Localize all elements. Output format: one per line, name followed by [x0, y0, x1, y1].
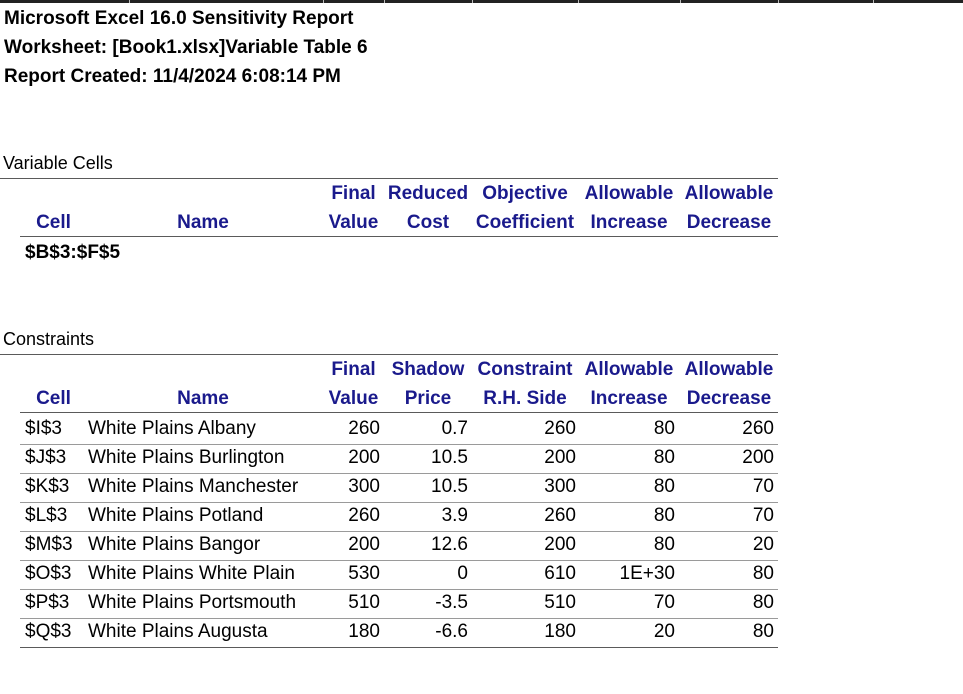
vc-header-cell: Cell — [36, 212, 71, 233]
row-shadow-price[interactable]: -6.6 — [435, 621, 468, 642]
vc-header-increase-1: Allowable — [584, 183, 674, 204]
row-name[interactable]: White Plains Portsmouth — [88, 592, 297, 613]
report-created: Report Created: 11/4/2024 6:08:14 PM — [4, 66, 341, 87]
row-name[interactable]: White Plains Albany — [88, 418, 256, 439]
row-final-value[interactable]: 260 — [348, 418, 380, 439]
vc-header-final-1: Final — [331, 183, 376, 204]
row-shadow-price[interactable]: -3.5 — [435, 592, 468, 613]
row-name[interactable]: White Plains Potland — [88, 505, 264, 526]
row-cell[interactable]: $Q$3 — [25, 621, 72, 642]
c-header-decrease-1: Allowable — [684, 359, 774, 380]
variable-cells-range[interactable]: $B$3:$F$5 — [25, 242, 121, 263]
row-name[interactable]: White Plains Augusta — [88, 621, 268, 642]
row-shadow-price[interactable]: 12.6 — [431, 534, 468, 555]
constraints-header-rule — [20, 412, 778, 413]
row-allowable-decrease[interactable]: 80 — [752, 621, 774, 642]
row-final-value[interactable]: 530 — [348, 563, 380, 584]
c-header-final-1: Final — [331, 359, 376, 380]
row-final-value[interactable]: 300 — [348, 476, 380, 497]
vc-header-reduced-1: Reduced — [387, 183, 469, 204]
row-allowable-increase[interactable]: 80 — [653, 447, 675, 468]
row-allowable-increase[interactable]: 1E+30 — [619, 563, 675, 584]
row-rule — [20, 618, 778, 619]
row-allowable-increase[interactable]: 20 — [653, 621, 675, 642]
row-rule — [20, 647, 778, 648]
row-shadow-price[interactable]: 0 — [457, 563, 468, 584]
vc-header-objective-2: Coefficient — [475, 212, 575, 233]
row-cell[interactable]: $O$3 — [25, 563, 72, 584]
row-final-value[interactable]: 200 — [348, 447, 380, 468]
c-header-final-2: Value — [328, 388, 379, 409]
row-allowable-increase[interactable]: 70 — [653, 592, 675, 613]
c-header-shadow-2: Price — [404, 388, 452, 409]
constraints-top-rule — [0, 354, 778, 355]
report-title: Microsoft Excel 16.0 Sensitivity Report — [4, 8, 354, 29]
row-cell[interactable]: $P$3 — [25, 592, 70, 613]
row-shadow-price[interactable]: 10.5 — [431, 447, 468, 468]
row-rh-side[interactable]: 200 — [544, 534, 576, 555]
c-header-decrease-2: Decrease — [686, 388, 772, 409]
c-header-increase-1: Allowable — [584, 359, 674, 380]
row-rule — [20, 531, 778, 532]
c-header-name: Name — [177, 388, 229, 409]
row-shadow-price[interactable]: 3.9 — [441, 505, 468, 526]
row-allowable-decrease[interactable]: 70 — [752, 476, 774, 497]
row-rule — [20, 502, 778, 503]
row-allowable-increase[interactable]: 80 — [653, 505, 675, 526]
row-shadow-price[interactable]: 0.7 — [441, 418, 468, 439]
constraints-section-label: Constraints — [3, 329, 95, 349]
vc-header-increase-2: Increase — [590, 212, 668, 233]
row-rule — [20, 589, 778, 590]
row-cell[interactable]: $J$3 — [25, 447, 67, 468]
row-rh-side[interactable]: 510 — [544, 592, 576, 613]
vc-header-reduced-2: Cost — [406, 212, 450, 233]
variable-cells-section-label: Variable Cells — [3, 153, 113, 173]
row-rh-side[interactable]: 260 — [544, 418, 576, 439]
vc-header-decrease-1: Allowable — [684, 183, 774, 204]
variable-cells-top-rule — [0, 178, 778, 179]
row-allowable-decrease[interactable]: 260 — [742, 418, 774, 439]
vc-header-final-2: Value — [328, 212, 379, 233]
c-header-shadow-1: Shadow — [391, 359, 465, 380]
vc-header-objective-1: Objective — [482, 183, 568, 204]
row-allowable-decrease[interactable]: 200 — [742, 447, 774, 468]
row-allowable-increase[interactable]: 80 — [653, 418, 675, 439]
row-allowable-decrease[interactable]: 80 — [752, 563, 774, 584]
row-rh-side[interactable]: 300 — [544, 476, 576, 497]
row-shadow-price[interactable]: 10.5 — [431, 476, 468, 497]
row-allowable-increase[interactable]: 80 — [653, 534, 675, 555]
row-rh-side[interactable]: 260 — [544, 505, 576, 526]
c-header-cell: Cell — [36, 388, 71, 409]
row-cell[interactable]: $L$3 — [25, 505, 68, 526]
row-cell[interactable]: $I$3 — [25, 418, 62, 439]
row-rule — [20, 473, 778, 474]
c-header-constraint-1: Constraint — [477, 359, 573, 380]
row-name[interactable]: White Plains Manchester — [88, 476, 299, 497]
row-allowable-decrease[interactable]: 70 — [752, 505, 774, 526]
report-worksheet: Worksheet: [Book1.xlsx]Variable Table 6 — [4, 37, 368, 58]
row-rh-side[interactable]: 200 — [544, 447, 576, 468]
row-cell[interactable]: $M$3 — [25, 534, 73, 555]
vc-header-decrease-2: Decrease — [686, 212, 772, 233]
row-rule — [20, 444, 778, 445]
c-header-constraint-2: R.H. Side — [483, 388, 567, 409]
variable-cells-header-rule — [20, 236, 778, 237]
row-allowable-decrease[interactable]: 20 — [752, 534, 774, 555]
c-header-increase-2: Increase — [590, 388, 668, 409]
row-rh-side[interactable]: 180 — [544, 621, 576, 642]
row-rh-side[interactable]: 610 — [544, 563, 576, 584]
row-name[interactable]: White Plains Bangor — [88, 534, 261, 555]
vc-header-name: Name — [177, 212, 229, 233]
row-name[interactable]: White Plains White Plain — [88, 563, 295, 584]
row-final-value[interactable]: 260 — [348, 505, 380, 526]
row-allowable-decrease[interactable]: 80 — [752, 592, 774, 613]
column-header-border — [0, 0, 963, 3]
row-final-value[interactable]: 200 — [348, 534, 380, 555]
row-rule — [20, 560, 778, 561]
row-final-value[interactable]: 510 — [348, 592, 380, 613]
row-allowable-increase[interactable]: 80 — [653, 476, 675, 497]
row-cell[interactable]: $K$3 — [25, 476, 70, 497]
row-name[interactable]: White Plains Burlington — [88, 447, 285, 468]
row-final-value[interactable]: 180 — [348, 621, 380, 642]
